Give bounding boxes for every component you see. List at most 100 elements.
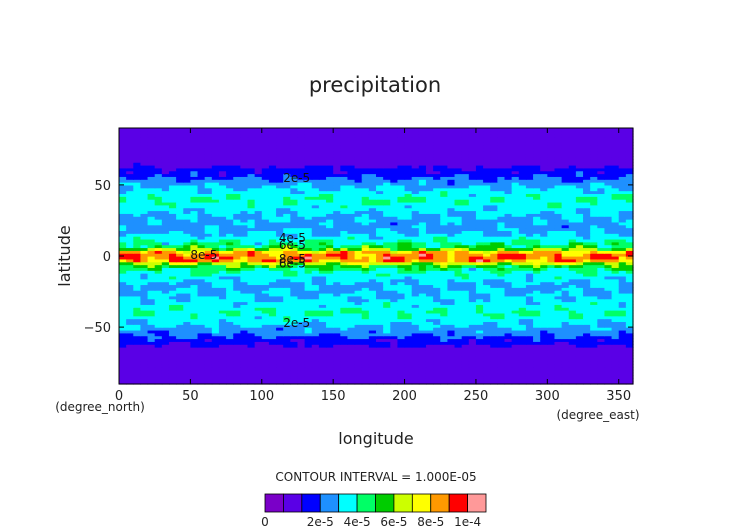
heatmap-cell [604, 241, 613, 246]
heatmap-cell [475, 230, 484, 234]
heatmap-cell [311, 201, 320, 206]
heatmap-cell [354, 366, 363, 371]
heatmap-cell [247, 378, 256, 382]
heatmap-cell [604, 224, 613, 229]
heatmap-cell [333, 199, 341, 203]
heatmap-cell [561, 264, 570, 268]
heatmap-cell [354, 381, 363, 385]
heatmap-cell [226, 219, 234, 223]
heatmap-cell [311, 349, 320, 354]
heatmap-cell [261, 347, 270, 351]
heatmap-cell [625, 335, 634, 340]
heatmap-cell [276, 227, 284, 231]
heatmap-cell [454, 224, 463, 229]
heatmap-cell [376, 332, 384, 337]
heatmap-cell [554, 318, 563, 323]
heatmap-cell [468, 292, 477, 297]
heatmap-cell [183, 321, 191, 325]
heatmap-cell [525, 210, 534, 214]
heatmap-cell [183, 201, 191, 206]
heatmap-cell [540, 264, 548, 268]
heatmap-cell [318, 184, 327, 189]
heatmap-cell [433, 190, 441, 195]
heatmap-cell [583, 258, 591, 263]
heatmap-cell [318, 216, 327, 220]
heatmap-cell [333, 321, 341, 325]
heatmap-cell [318, 381, 327, 385]
heatmap-cell [354, 372, 363, 377]
heatmap-cell [226, 241, 234, 246]
heatmap-cell [147, 347, 156, 351]
heatmap-cell [361, 310, 370, 314]
heatmap-cell [283, 295, 291, 300]
heatmap-cell [133, 364, 142, 368]
heatmap-cell [240, 238, 249, 243]
heatmap-cell [547, 329, 556, 334]
heatmap-cell [126, 298, 134, 303]
heatmap-cell [611, 366, 620, 371]
heatmap-cell [126, 238, 134, 243]
heatmap-cell [433, 372, 441, 377]
heatmap-cell [604, 312, 613, 317]
heatmap-cell [397, 369, 406, 374]
heatmap-cell [354, 207, 363, 212]
heatmap-cell [240, 267, 249, 271]
heatmap-cell [147, 284, 156, 288]
heatmap-cell [525, 347, 534, 351]
heatmap-cell [511, 258, 520, 263]
heatmap-cell [361, 369, 370, 374]
heatmap-cell [333, 312, 341, 317]
heatmap-cell [533, 378, 541, 382]
heatmap-cell [433, 219, 441, 223]
heatmap-cell [340, 361, 349, 365]
heatmap-cell [390, 292, 399, 297]
heatmap-cell [226, 281, 234, 286]
heatmap-cell [518, 366, 527, 371]
heatmap-cell [354, 221, 363, 226]
heatmap-cell [226, 221, 234, 226]
heatmap-cell [140, 375, 149, 379]
heatmap-cell [340, 338, 349, 342]
heatmap-cell [583, 366, 591, 371]
heatmap-cell [575, 369, 584, 374]
heatmap-cell [197, 204, 206, 209]
heatmap-cell [611, 241, 620, 246]
heatmap-cell [276, 361, 284, 365]
heatmap-cell [304, 327, 313, 331]
heatmap-cell [575, 358, 584, 362]
heatmap-cell [119, 369, 127, 374]
heatmap-cell [625, 378, 634, 382]
heatmap-cell [433, 375, 441, 379]
heatmap-cell [276, 369, 284, 374]
heatmap-cell [197, 196, 206, 200]
heatmap-cell [333, 278, 341, 283]
heatmap-cell [119, 338, 127, 342]
heatmap-cell [433, 329, 441, 334]
heatmap-cell [176, 321, 184, 325]
heatmap-cell [468, 264, 477, 268]
heatmap-cell [561, 221, 570, 226]
heatmap-cell [147, 213, 156, 217]
heatmap-cell [433, 224, 441, 229]
heatmap-cell [483, 261, 491, 266]
heatmap-cell [161, 318, 170, 323]
heatmap-cell [475, 312, 484, 317]
heatmap-cell [147, 270, 156, 274]
heatmap-cell [268, 321, 277, 325]
heatmap-cell [268, 344, 277, 348]
heatmap-cell [568, 221, 577, 226]
heatmap-cell [597, 244, 606, 249]
heatmap-cell [554, 335, 563, 340]
heatmap-cell [311, 227, 320, 231]
heatmap-cell [354, 301, 363, 305]
heatmap-cell [561, 301, 570, 305]
heatmap-cell [176, 315, 184, 320]
heatmap-cell [268, 315, 277, 320]
heatmap-cell [211, 213, 220, 217]
heatmap-cell [354, 364, 363, 368]
heatmap-cell [140, 378, 149, 382]
heatmap-cell [304, 241, 313, 246]
heatmap-cell [268, 372, 277, 377]
heatmap-cell [297, 241, 306, 246]
heatmap-cell [376, 327, 384, 331]
